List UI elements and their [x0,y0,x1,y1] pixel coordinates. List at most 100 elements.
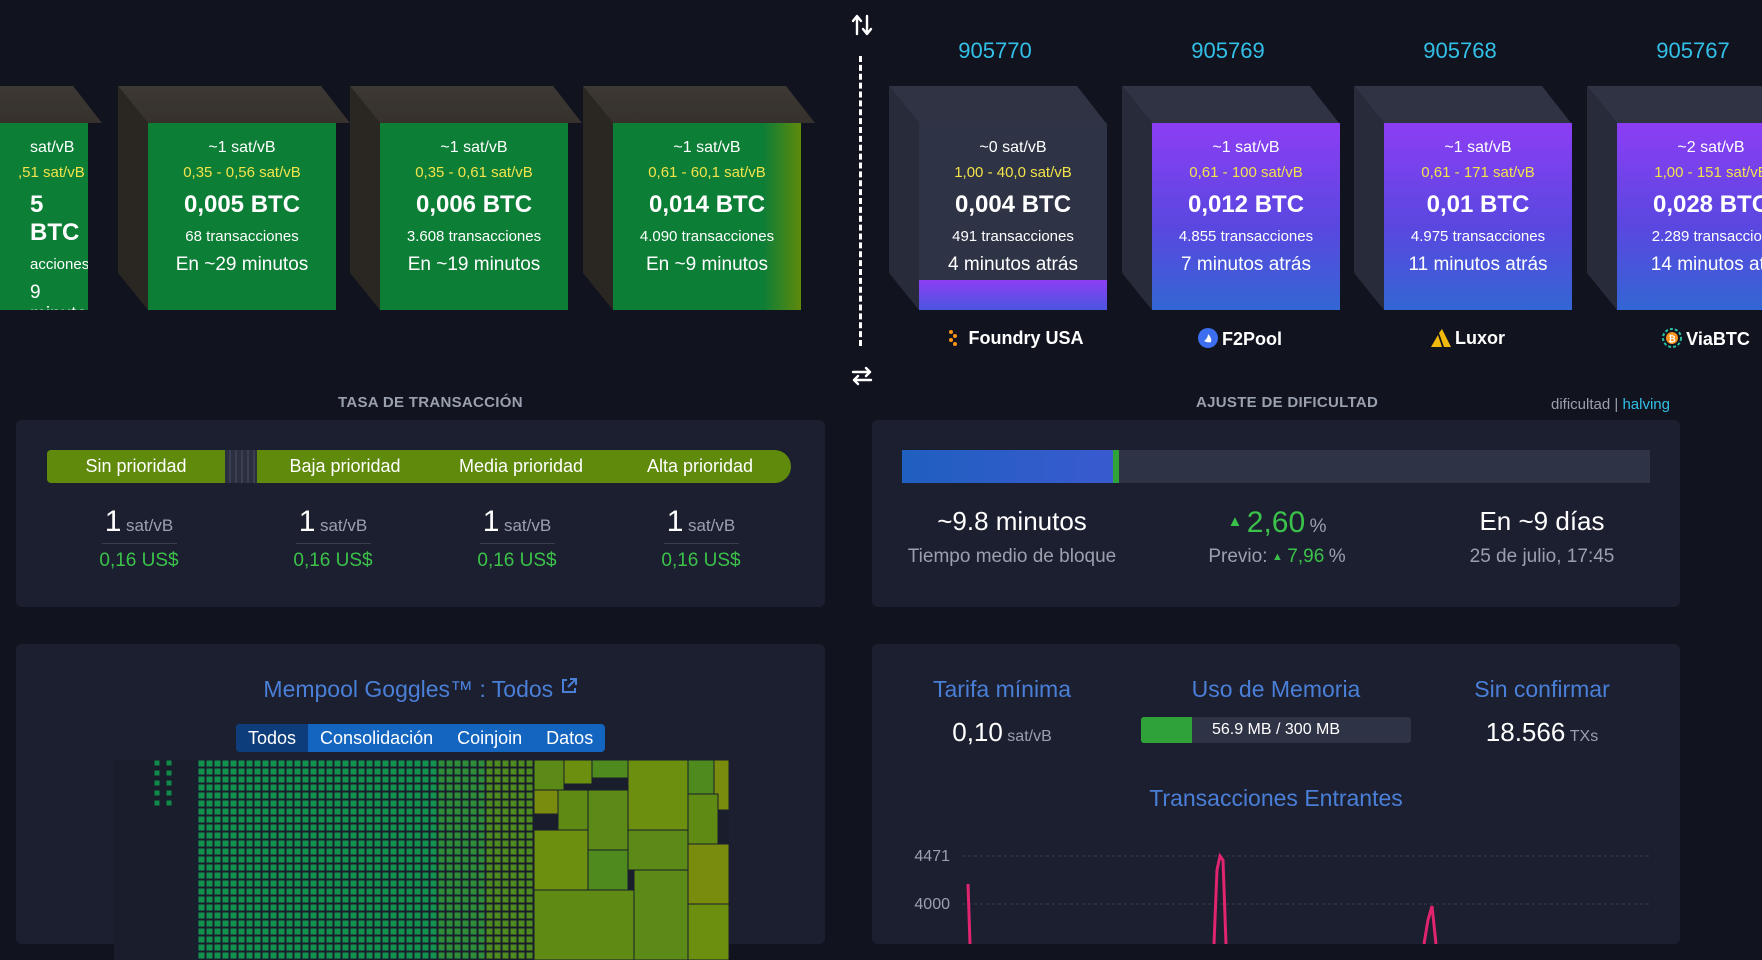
block-height-link[interactable]: 905769 [1191,38,1265,63]
difficulty-link[interactable]: dificultad [1551,396,1611,413]
treemap-tile [365,951,374,960]
treemap-tile [309,807,318,816]
treemap-tile [493,815,502,824]
treemap-tile [461,895,470,904]
treemap-tile [245,887,254,896]
treemap-tile [357,935,366,944]
pool-name: ViaBTC [1686,329,1750,349]
pending-block[interactable]: sat/vB ,51 sat/vB 5 BTC acciones 9 minut… [0,86,102,310]
treemap-tile [205,871,214,880]
treemap-tile [285,760,294,768]
mined-block[interactable]: ~2 sat/vB 1,00 - 151 sat/vB 0,028 BTC 2.… [1587,86,1762,310]
tab-todos[interactable]: Todos [236,724,309,752]
treemap-tile [205,951,214,960]
pending-block[interactable]: ~1 sat/vB 0,35 - 0,56 sat/vB 0,005 BTC 6… [118,86,350,310]
treemap-tile [373,927,382,936]
treemap-tile [453,879,462,888]
pool-label[interactable]: Foundry USA [908,328,1120,349]
treemap-tile [229,831,238,840]
treemap-tile [453,760,462,768]
treemap-tile [381,847,390,856]
treemap-tile [229,903,238,912]
treemap-tile [237,760,246,768]
halving-link[interactable]: halving [1622,396,1670,413]
treemap-tile [437,799,446,808]
treemap-tile [453,767,462,776]
pending-block[interactable]: ~1 sat/vB 0,35 - 0,61 sat/vB 0,006 BTC 3… [350,86,582,310]
mined-block[interactable]: ~1 sat/vB 0,61 - 171 sat/vB 0,01 BTC 4.9… [1354,86,1572,310]
treemap-tile [421,951,430,960]
treemap-tile [437,935,446,944]
treemap-tile [461,879,470,888]
treemap-tile [687,793,719,845]
treemap-tile [365,791,374,800]
treemap-tile [253,879,262,888]
treemap-tile [309,943,318,952]
treemap-tile [285,863,294,872]
pool-name: Luxor [1454,328,1505,348]
goggles-title[interactable]: Mempool Goggles™ : Todos [16,676,825,703]
treemap-tile [381,871,390,880]
horizontal-arrows-icon[interactable] [850,364,874,388]
block-height-link[interactable]: 905767 [1656,38,1730,63]
vertical-arrows-icon[interactable] [850,12,874,38]
treemap-tile [293,951,302,960]
block-height-link[interactable]: 905770 [958,38,1032,63]
treemap-tile [413,871,422,880]
treemap-tile [301,831,310,840]
treemap-tile [213,855,222,864]
treemap-tile [525,895,534,904]
treemap-tile [197,895,206,904]
treemap-tile [461,807,470,816]
treemap-tile [389,815,398,824]
external-link-icon[interactable] [560,676,578,702]
treemap-tile [453,927,462,936]
treemap-tile [517,760,526,768]
percent-sign: % [1328,546,1346,567]
mined-block[interactable]: ~1 sat/vB 0,61 - 100 sat/vB 0,012 BTC 4.… [1122,86,1340,310]
pending-block[interactable]: ~1 sat/vB 0,61 - 60,1 sat/vB 0,014 BTC 4… [583,86,815,310]
treemap-tile [413,823,422,832]
treemap-tile [349,871,358,880]
treemap-tile [485,783,494,792]
block-tx-count: 3.608 transacciones [406,228,542,245]
treemap-tile [317,815,326,824]
treemap-tile [301,927,310,936]
treemap-tile [381,799,390,808]
treemap-tile [165,779,173,787]
treemap-tile [525,927,534,936]
treemap-tile [477,823,486,832]
tab-datos[interactable]: Datos [546,728,594,748]
treemap-tile [245,855,254,864]
treemap-tile [237,935,246,944]
block-time-ago: 14 minutos atr [1650,254,1762,275]
treemap-tile [213,879,222,888]
treemap-tile [389,760,398,768]
pool-label[interactable]: ₿ ViaBTC [1600,328,1762,350]
treemap-tile [245,775,254,784]
treemap-tile [509,863,518,872]
treemap-tile [453,919,462,928]
block-height-link[interactable]: 905768 [1423,38,1497,63]
treemap-tile [445,847,454,856]
tab-consolidacion[interactable]: Consolidación [320,728,434,748]
pool-label[interactable]: Luxor [1362,328,1574,349]
treemap-tile [381,911,390,920]
treemap-tile [213,911,222,920]
treemap-tile [365,847,374,856]
treemap-tile [317,871,326,880]
pool-label[interactable]: F2Pool [1134,328,1346,350]
treemap-tile [197,831,206,840]
mempool-treemap[interactable] [114,760,729,960]
treemap-tile [269,919,278,928]
treemap-tile [557,789,589,831]
treemap-tile [525,760,534,768]
tab-coinjoin[interactable]: Coinjoin [457,728,523,748]
treemap-tile [461,847,470,856]
treemap-tile [333,895,342,904]
treemap-tile [381,823,390,832]
mined-block[interactable]: ~0 sat/vB 1,00 - 40,0 sat/vB 0,004 BTC 4… [889,86,1107,310]
treemap-tile [341,927,350,936]
treemap-tile [429,887,438,896]
priority-label-medium: Media prioridad [433,450,609,483]
